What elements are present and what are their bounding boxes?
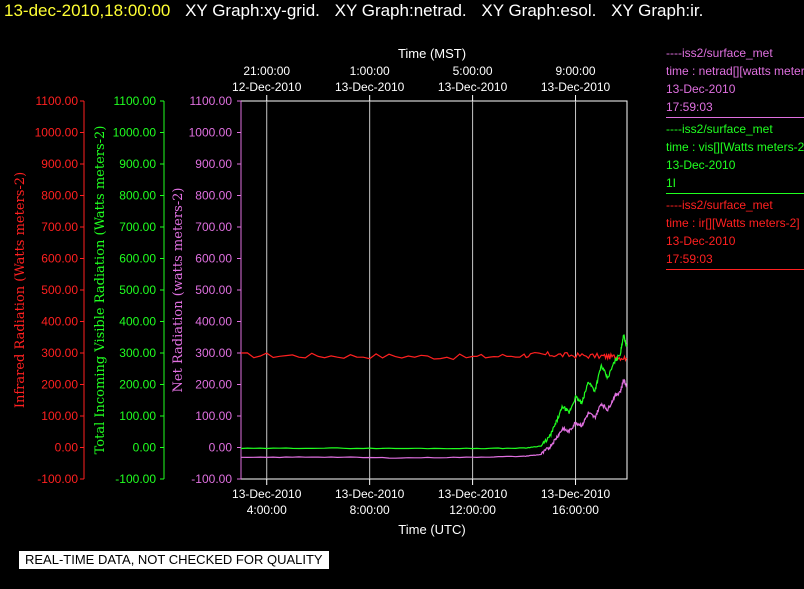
y-tick-label-vis: 100.00 <box>119 409 156 423</box>
y-axis-label-ir: Infrared Radiation (Watts meters-2) <box>13 172 28 408</box>
x-tick-label-time: 8:00:00 <box>350 503 390 517</box>
legend-variable: time : vis[][Watts meters-2] <box>666 140 804 154</box>
y-axis-label-net: Net Radiation (watts meters-2) <box>171 188 186 393</box>
y-tick-label-net: 700.00 <box>195 220 232 234</box>
y-tick-label-vis: 600.00 <box>119 252 156 266</box>
y-tick-label-ir: 600.00 <box>41 252 78 266</box>
y-tick-label-net: 1100.00 <box>190 94 233 108</box>
top-tick-label-time: 9:00:00 <box>556 64 596 78</box>
x-tick-label-time: 12:00:00 <box>449 503 496 517</box>
y-tick-label-net: 500.00 <box>195 283 232 297</box>
x-tick-label-date: 13-Dec-2010 <box>541 487 611 501</box>
y-tick-label-ir: 900.00 <box>41 157 78 171</box>
header-bar: 13-dec-2010,18:00:00 XY Graph:xy-grid. X… <box>4 1 703 21</box>
y-tick-label-vis: 1100.00 <box>114 94 157 108</box>
legend-time: 17:59:03 <box>666 100 713 114</box>
top-tick-label-time: 5:00:00 <box>453 64 493 78</box>
series-line-vis <box>240 334 628 450</box>
y-tick-label-net: 300.00 <box>195 346 232 360</box>
legend-date: 13-Dec-2010 <box>666 234 736 248</box>
legend-time: 1I <box>666 176 677 190</box>
quality-notice: REAL-TIME DATA, NOT CHECKED FOR QUALITY <box>19 551 329 569</box>
y-tick-label-net: 800.00 <box>195 189 232 203</box>
y-tick-label-ir: 200.00 <box>41 378 78 392</box>
top-tick-label-date: 13-Dec-2010 <box>335 80 405 94</box>
y-tick-label-net: 600.00 <box>195 252 232 266</box>
header-title-esol: XY Graph:esol. <box>481 1 597 20</box>
series-line-net <box>240 378 628 459</box>
y-tick-label-net: 100.00 <box>195 409 232 423</box>
x-tick-label-date: 13-Dec-2010 <box>335 487 405 501</box>
top-tick-label-time: 1:00:00 <box>350 64 390 78</box>
legend-variable: time : netrad[][watts meters-2] <box>666 64 804 78</box>
y-tick-label-ir: 800.00 <box>41 189 78 203</box>
y-tick-label-vis: -100.00 <box>115 472 156 486</box>
x-axis-label-mst: Time (MST) <box>398 46 466 61</box>
y-tick-label-ir: 500.00 <box>41 283 78 297</box>
top-tick-label-time: 21:00:00 <box>243 64 290 78</box>
legend-variable: time : ir[][Watts meters-2] <box>666 216 800 230</box>
legend: ----iss2/surface_met time : netrad[][wat… <box>666 44 804 272</box>
y-tick-label-vis: 300.00 <box>119 346 156 360</box>
y-tick-label-vis: 200.00 <box>119 378 156 392</box>
y-tick-label-net: 400.00 <box>195 315 232 329</box>
legend-source: ----iss2/surface_met <box>666 198 773 212</box>
y-tick-label-net: 1000.00 <box>189 126 233 140</box>
legend-time: 17:59:03 <box>666 252 713 266</box>
header-title-ir: XY Graph:ir. <box>611 1 704 20</box>
y-tick-label-ir: 100.00 <box>41 409 78 423</box>
y-tick-label-vis: 400.00 <box>119 315 156 329</box>
y-tick-label-vis: 900.00 <box>119 157 156 171</box>
y-axis-label-vis: Total Incoming Visible Radiation (Watts … <box>93 126 108 455</box>
legend-source: ----iss2/surface_met <box>666 122 773 136</box>
y-tick-label-vis: 0.00 <box>133 441 157 455</box>
x-tick-label-date: 13-Dec-2010 <box>438 487 508 501</box>
legend-entry-netrad: ----iss2/surface_met time : netrad[][wat… <box>666 44 804 118</box>
y-tick-label-ir: 1000.00 <box>35 126 79 140</box>
y-tick-label-ir: 400.00 <box>41 315 78 329</box>
y-tick-label-ir: 300.00 <box>41 346 78 360</box>
y-tick-label-net: -100.00 <box>191 472 232 486</box>
y-tick-label-vis: 500.00 <box>119 283 156 297</box>
top-tick-label-date: 12-Dec-2010 <box>232 80 302 94</box>
legend-date: 13-Dec-2010 <box>666 82 736 96</box>
y-tick-label-net: 900.00 <box>195 157 232 171</box>
y-tick-label-ir: 1100.00 <box>36 94 79 108</box>
y-tick-label-vis: 800.00 <box>119 189 156 203</box>
y-tick-label-ir: -100.00 <box>37 472 78 486</box>
header-title-netrad: XY Graph:netrad. <box>334 1 467 20</box>
y-tick-label-vis: 1000.00 <box>113 126 157 140</box>
legend-entry-ir: ----iss2/surface_met time : ir[][Watts m… <box>666 196 804 270</box>
x-tick-label-date: 13-Dec-2010 <box>232 487 302 501</box>
series-line-ir <box>240 350 628 363</box>
x-tick-label-time: 16:00:00 <box>552 503 599 517</box>
top-tick-label-date: 13-Dec-2010 <box>438 80 508 94</box>
top-tick-label-date: 13-Dec-2010 <box>541 80 611 94</box>
y-tick-label-ir: 700.00 <box>41 220 78 234</box>
y-tick-label-vis: 700.00 <box>119 220 156 234</box>
plot-frame <box>240 100 628 480</box>
header-timestamp: 13-dec-2010,18:00:00 <box>4 1 171 20</box>
legend-date: 13-Dec-2010 <box>666 158 736 172</box>
x-tick-label-time: 4:00:00 <box>247 503 287 517</box>
y-tick-label-ir: 0.00 <box>55 441 79 455</box>
header-title-xy-grid: XY Graph:xy-grid. <box>185 1 320 20</box>
x-axis-label-utc: Time (UTC) <box>398 522 465 537</box>
legend-source: ----iss2/surface_met <box>666 46 773 60</box>
y-tick-label-net: 200.00 <box>195 378 232 392</box>
y-tick-label-net: 0.00 <box>209 441 233 455</box>
legend-entry-vis: ----iss2/surface_met time : vis[][Watts … <box>666 120 804 194</box>
